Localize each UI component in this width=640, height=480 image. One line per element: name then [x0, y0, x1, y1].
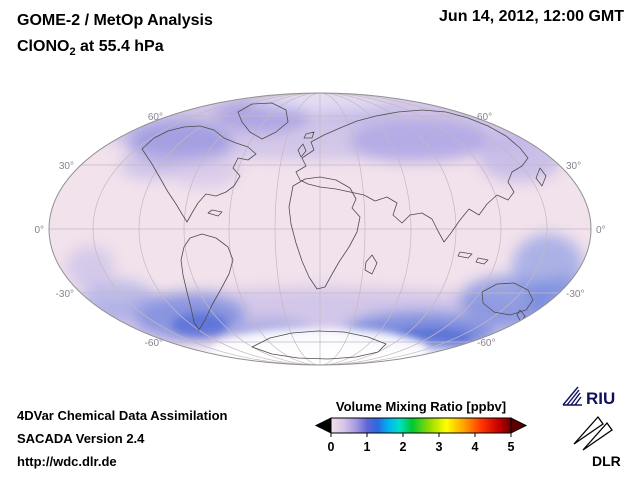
- riu-sail-icon: [562, 386, 582, 406]
- tick-label-3: 3: [436, 440, 443, 454]
- lat-label-right-60: 60°: [477, 112, 492, 123]
- colorbar-tick-labels: 0 1 2 3 4 5: [328, 440, 515, 454]
- dlr-logo: DLR: [573, 415, 621, 469]
- colorbar-title: Volume Mixing Ratio [ppbv]: [335, 399, 507, 414]
- plot-timestamp: Jun 14, 2012, 12:00 GMT: [439, 8, 624, 25]
- globe-outline: [48, 92, 592, 366]
- lat-label-right-0: 0°: [596, 225, 606, 236]
- coastline-south-america: [180, 233, 234, 331]
- coastline-britain: [297, 143, 307, 158]
- tick-label-4: 4: [472, 440, 479, 454]
- coastline-madagascar: [364, 254, 378, 275]
- plot-title-line1: GOME-2 / MetOp Analysis: [17, 12, 213, 29]
- coastline-greenland: [237, 102, 289, 140]
- footer-assimilation-line: 4DVar Chemical Data Assimilation: [17, 408, 228, 423]
- latitude-labels: 60° 30° 0° -30° -60° 60° 30° 0° -30° -60…: [34, 112, 605, 349]
- riu-logo: RIU: [562, 386, 615, 408]
- dlr-wing-icon: [573, 415, 613, 451]
- species-subscript: 2: [69, 46, 76, 59]
- dlr-logo-text: DLR: [592, 453, 621, 469]
- footer-url: http://wdc.dlr.de: [17, 454, 117, 469]
- colorbar-arrow-high: [510, 417, 528, 434]
- coastline-australia: [481, 282, 534, 316]
- coastline-japan: [535, 167, 547, 187]
- coastline-africa: [288, 176, 361, 290]
- species-name: ClONO: [17, 38, 70, 55]
- riu-logo-text: RIU: [586, 389, 615, 408]
- colorbar-gradient-bar: [330, 417, 512, 434]
- map-graticule: [49, 93, 591, 365]
- lat-label-left-m60: -60°: [145, 338, 163, 349]
- tick-label-1: 1: [364, 440, 371, 454]
- coastline-indonesia: [457, 251, 473, 259]
- footer-version-line: SACADA Version 2.4: [17, 431, 145, 446]
- lat-label-left-0: 0°: [34, 225, 44, 236]
- tick-label-5: 5: [508, 440, 515, 454]
- colorbar-ticks: [330, 433, 512, 437]
- pressure-level: at 55.4 hPa: [75, 38, 164, 55]
- lat-label-right-30: 30°: [566, 161, 581, 172]
- coastline-eurasia: [295, 109, 529, 243]
- lat-label-left-60: 60°: [148, 112, 163, 123]
- coastline-antarctica: [251, 330, 387, 360]
- plot-title-line2: ClONO2 at 55.4 hPa: [17, 34, 213, 65]
- colorbar: 0 1 2 3 4 5: [314, 417, 528, 454]
- lat-label-left-m30: -30°: [56, 289, 74, 300]
- lat-label-left-30: 30°: [59, 161, 74, 172]
- coastline-cuba: [207, 209, 223, 217]
- tick-label-0: 0: [328, 440, 335, 454]
- lat-label-right-m60: -60°: [477, 338, 495, 349]
- plot-title-block: GOME-2 / MetOp Analysis ClONO2 at 55.4 h…: [17, 8, 213, 65]
- coastline-iceland: [303, 131, 315, 139]
- tick-label-2: 2: [400, 440, 407, 454]
- coastline-indonesia-2: [475, 257, 489, 265]
- colorbar-arrow-low: [314, 417, 332, 434]
- footer-text-block: 4DVar Chemical Data Assimilation SACADA …: [17, 404, 228, 473]
- lat-label-right-m30: -30°: [566, 289, 584, 300]
- coastline-north-america: [141, 125, 257, 223]
- map-coastlines: [141, 102, 547, 360]
